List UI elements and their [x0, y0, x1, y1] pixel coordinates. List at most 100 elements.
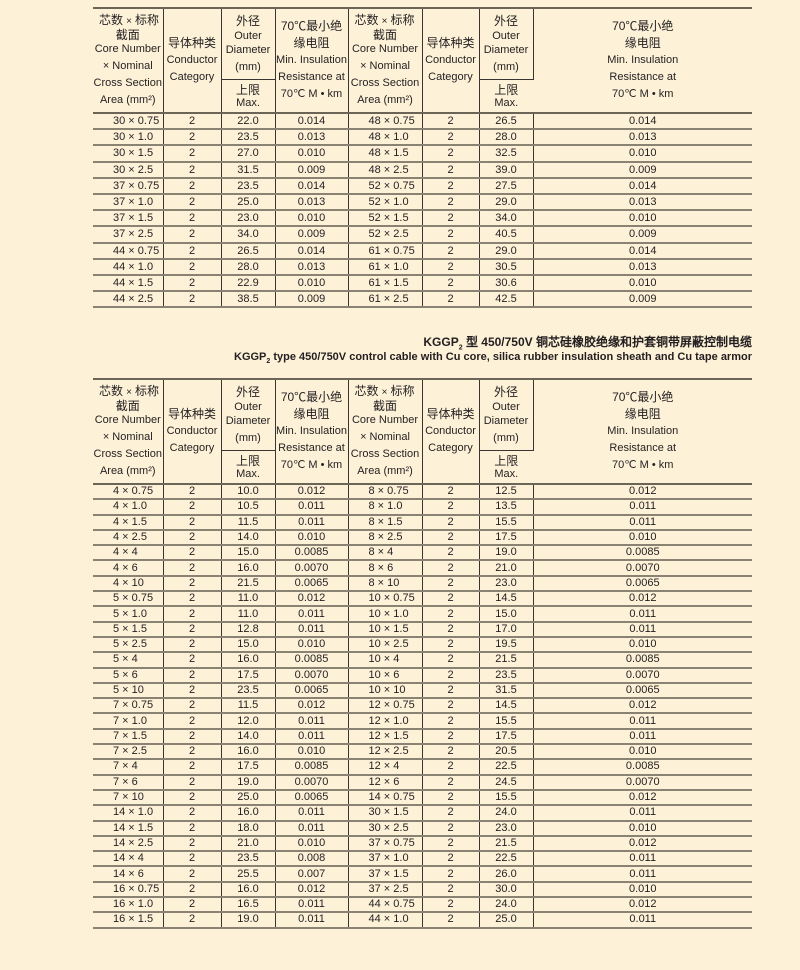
cell-insulation-resistance: 0.0065	[533, 575, 752, 593]
cell-outer-diameter: 30.0	[479, 881, 534, 899]
cell-outer-diameter: 22.0	[221, 113, 276, 131]
cell-outer-diameter: 17.5	[479, 529, 534, 547]
header-text: 缘电阻	[293, 407, 330, 421]
cell-outer-diameter: 19.0	[221, 912, 276, 929]
cell-outer-diameter: 42.5	[479, 291, 534, 309]
header-text: 外径	[493, 13, 518, 28]
header-text: Area (mm²)	[99, 94, 156, 106]
cell-insulation-resistance: 0.010	[275, 274, 349, 293]
cell-outer-diameter: 27.5	[479, 177, 534, 195]
header-max: 上限 Max.	[479, 79, 533, 114]
cell-conductor-category: 2	[422, 145, 480, 163]
header-core-size: 芯数 × 标称 截面 Core Number × Nominal Cross Secti…	[348, 7, 423, 114]
cell-core-size: 44 × 1.0	[93, 258, 164, 276]
cell-core-size: 30 × 2.5	[348, 820, 423, 837]
cell-conductor-category: 2	[422, 591, 480, 608]
header-text: Core Number	[94, 414, 161, 426]
cell-insulation-resistance: 0.011	[275, 897, 349, 914]
table-row: 4 × 1.5 2 11.5 0.011 8 × 1.5 2 15.5 0.011	[93, 514, 752, 531]
header-text: Min. Insulation	[607, 54, 679, 66]
header-text: 截面	[115, 28, 140, 42]
cell-conductor-category: 2	[163, 820, 222, 837]
cell-outer-diameter: 38.5	[221, 291, 276, 309]
cell-core-size: 14 × 2.5	[93, 835, 164, 853]
header-text: 截面	[372, 28, 397, 42]
table-row: 37 × 1.0 2 25.0 0.013 52 × 1.0 2 29.0 0.013	[93, 193, 752, 212]
cell-outer-diameter: 12.0	[221, 713, 276, 730]
header-text: × Nominal	[360, 431, 410, 443]
header-text: (mm)	[235, 60, 261, 73]
cell-conductor-category: 2	[163, 636, 222, 654]
cell-insulation-resistance: 0.012	[533, 591, 752, 608]
cell-core-size: 37 × 1.0	[348, 851, 423, 868]
cell-insulation-resistance: 0.009	[275, 291, 349, 309]
header-text: Outer	[234, 400, 262, 413]
cell-core-size: 16 × 0.75	[93, 881, 164, 899]
cell-insulation-resistance: 0.012	[533, 897, 752, 914]
cell-core-size: 14 × 1.5	[93, 820, 164, 837]
cell-conductor-category: 2	[163, 499, 222, 516]
cell-conductor-category: 2	[422, 805, 480, 822]
header-text: 外径	[235, 384, 260, 399]
header-text: Cross Section	[350, 448, 420, 460]
cell-core-size: 7 × 6	[93, 774, 164, 791]
cell-conductor-category: 2	[163, 805, 222, 822]
cell-insulation-resistance: 0.011	[533, 514, 752, 531]
table-row: 7 × 0.75 2 11.5 0.012 12 × 0.75 2 14.5 0.012	[93, 698, 752, 715]
title-text: type 450/750V control cable with Cu core…	[270, 351, 752, 363]
header-max: 上限 Max.	[221, 79, 276, 114]
cell-core-size: 52 × 1.0	[348, 193, 423, 212]
cell-core-size: 5 × 2.5	[93, 636, 164, 654]
cell-conductor-category: 2	[422, 606, 480, 623]
table-row: 5 × 4 2 16.0 0.0085 10 × 4 2 21.5 0.0085	[93, 652, 752, 669]
cell-outer-diameter: 17.5	[221, 667, 276, 684]
table-row: 7 × 2.5 2 16.0 0.010 12 × 2.5 2 20.5 0.010	[93, 744, 752, 761]
cell-core-size: 30 × 1.5	[93, 145, 164, 163]
header-text: Conductor	[425, 54, 476, 66]
cell-insulation-resistance: 0.0065	[275, 575, 349, 593]
cell-conductor-category: 2	[422, 667, 480, 684]
cell-outer-diameter: 28.0	[479, 129, 534, 147]
cell-conductor-category: 2	[422, 621, 480, 638]
cell-core-size: 10 × 1.0	[348, 606, 423, 623]
header-text: Core Number	[94, 43, 161, 55]
header-text: 70℃ M • km	[612, 88, 674, 100]
header-text: 缘电阻	[293, 36, 330, 50]
title-text: KGGP	[423, 335, 459, 349]
header-text: Max.	[494, 467, 519, 480]
cell-conductor-category: 2	[422, 713, 480, 730]
table-row: 4 × 10 2 21.5 0.0065 8 × 10 2 23.0 0.0065	[93, 575, 752, 593]
cell-conductor-category: 2	[163, 759, 222, 776]
cell-core-size: 14 × 6	[93, 866, 164, 883]
header-conductor: 导体种类 Conductor Category	[422, 7, 480, 114]
table-row: 5 × 1.5 2 12.8 0.011 10 × 1.5 2 17.0 0.011	[93, 621, 752, 638]
cell-core-size: 10 × 0.75	[348, 591, 423, 608]
table-row: 44 × 1.0 2 28.0 0.013 61 × 1.0 2 30.5 0.013	[93, 258, 752, 276]
cell-insulation-resistance: 0.012	[533, 484, 752, 501]
cell-core-size: 37 × 2.5	[93, 226, 164, 244]
header-text: Outer	[492, 400, 520, 413]
cell-core-size: 12 × 6	[348, 774, 423, 791]
cell-conductor-category: 2	[163, 881, 222, 899]
cell-conductor-category: 2	[163, 258, 222, 276]
cell-conductor-category: 2	[422, 484, 480, 501]
cell-outer-diameter: 21.5	[479, 835, 534, 853]
header-text: Core Number	[351, 414, 419, 426]
cell-core-size: 7 × 2.5	[93, 744, 164, 761]
header-text: 导体种类	[167, 407, 216, 421]
cell-outer-diameter: 24.0	[479, 897, 534, 914]
cell-insulation-resistance: 0.009	[275, 161, 349, 179]
cell-conductor-category: 2	[163, 193, 222, 212]
header-text: 导体种类	[426, 407, 475, 421]
cell-conductor-category: 2	[163, 897, 222, 914]
cell-insulation-resistance: 0.014	[275, 113, 349, 131]
cell-outer-diameter: 34.0	[221, 226, 276, 244]
cell-insulation-resistance: 0.011	[275, 499, 349, 516]
section-title-cn: KGGP2 型 450/750V 铜芯硅橡胶绝缘和护套铜带屏蔽控制电缆	[423, 333, 752, 351]
cell-insulation-resistance: 0.010	[275, 145, 349, 163]
cell-insulation-resistance: 0.0085	[275, 759, 349, 776]
cell-core-size: 14 × 1.0	[93, 805, 164, 822]
cell-outer-diameter: 30.5	[479, 258, 534, 276]
cell-outer-diameter: 39.0	[479, 161, 534, 179]
cell-insulation-resistance: 0.010	[533, 274, 752, 293]
